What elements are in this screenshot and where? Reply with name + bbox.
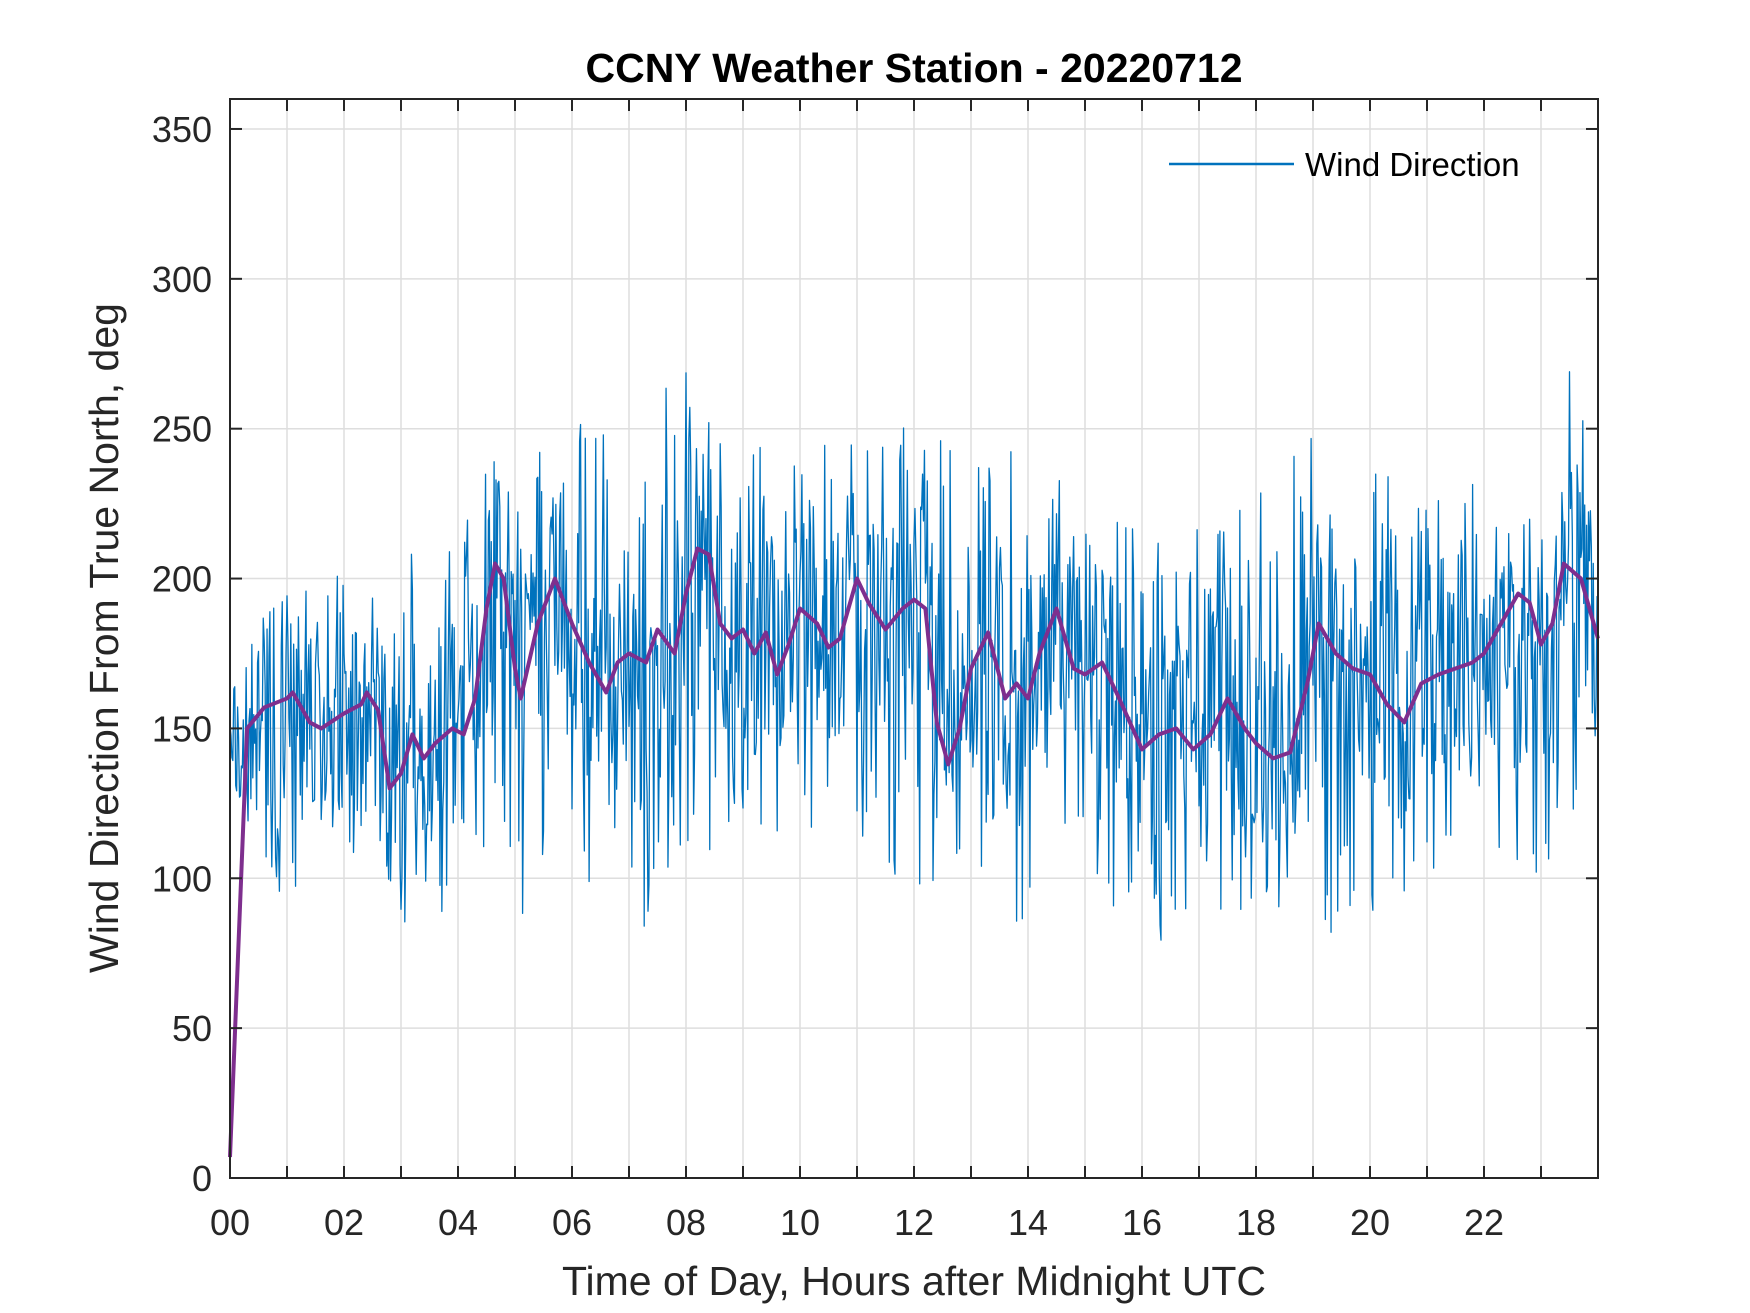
- axis-ticks: [230, 99, 1598, 1179]
- y-tick-labels: 0 50 100 150 200 250 300 350: [152, 109, 212, 1199]
- y-tick-label: 150: [152, 708, 212, 749]
- y-tick-label: 350: [152, 109, 212, 150]
- y-tick-label: 200: [152, 559, 212, 600]
- series-line-wind-direction: [229, 371, 1599, 941]
- y-tick-label: 300: [152, 259, 212, 300]
- x-tick-label: 22: [1464, 1202, 1504, 1243]
- x-axis-title: Time of Day, Hours after Midnight UTC: [562, 1258, 1266, 1304]
- plot-frame: [229, 98, 1599, 1179]
- x-tick-labels: 00 02 04 06 08 10 12 14 16 18 20 22: [210, 1202, 1504, 1243]
- y-tick-label: 0: [192, 1158, 212, 1199]
- x-tick-label: 08: [666, 1202, 706, 1243]
- x-tick-label: 02: [324, 1202, 364, 1243]
- x-tick-label: 18: [1236, 1202, 1276, 1243]
- x-tick-label: 04: [438, 1202, 478, 1243]
- x-tick-label: 20: [1350, 1202, 1390, 1243]
- x-tick-label: 06: [552, 1202, 592, 1243]
- y-tick-label: 50: [172, 1008, 212, 1049]
- x-tick-label: 16: [1122, 1202, 1162, 1243]
- chart-title: CCNY Weather Station - 20220712: [585, 45, 1242, 91]
- x-tick-label: 00: [210, 1202, 250, 1243]
- x-tick-label: 12: [894, 1202, 934, 1243]
- series-line-smoothed: [228, 546, 1600, 1158]
- x-tick-label: 14: [1008, 1202, 1048, 1243]
- legend: Wind Direction: [1169, 146, 1520, 183]
- y-axis-title: Wind Direction From True North, deg: [81, 303, 127, 973]
- x-tick-label: 10: [780, 1202, 820, 1243]
- legend-label-wind-direction: Wind Direction: [1305, 146, 1520, 183]
- y-tick-label: 250: [152, 409, 212, 450]
- series-layer: [228, 371, 1600, 1158]
- y-tick-label: 100: [152, 858, 212, 899]
